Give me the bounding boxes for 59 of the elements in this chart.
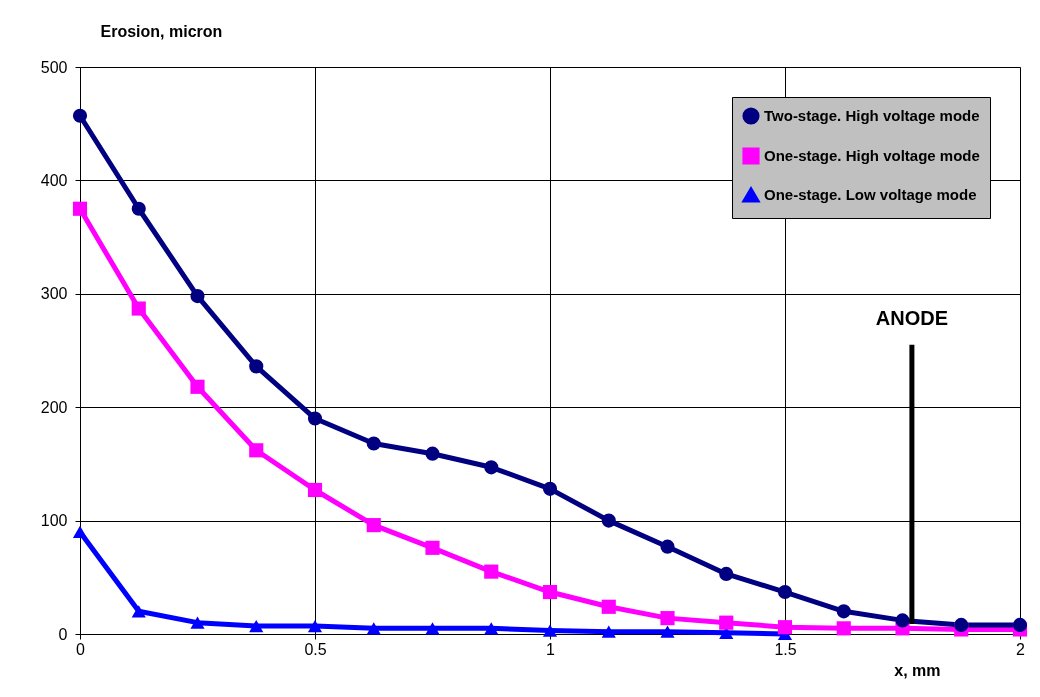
point [660,539,675,554]
y-tick-label: 200 [40,398,68,416]
x-axis-title: x, mm [894,661,941,679]
legend-label: One-stage. High voltage mode [764,147,980,164]
y-tick-label: 400 [40,171,68,189]
point [895,613,910,628]
point [484,622,499,635]
x-tick-label: 1 [546,640,556,658]
y-axis-title: Erosion, micron [100,22,223,40]
point [366,518,381,533]
x-tick-label: 2 [1016,640,1026,658]
point [366,622,381,635]
point [601,599,616,614]
point [366,436,381,451]
point [131,201,146,216]
point [542,481,558,496]
y-tick-label: 100 [40,512,68,530]
point [249,443,264,458]
point [72,525,88,539]
x-tick-label: 1.5 [774,640,797,658]
point [307,482,323,498]
point [601,625,616,638]
point [131,605,146,618]
point [425,622,440,635]
point [542,584,558,600]
point [249,359,264,374]
point [719,566,734,581]
legend-label: Two-stage. High voltage mode [764,107,980,124]
y-tick-label: 500 [40,58,68,76]
point [190,616,205,629]
point [190,289,205,304]
point [307,411,323,426]
point [484,564,499,579]
point [72,108,88,123]
point [425,446,440,461]
y-tick-label: 300 [40,285,68,303]
point [190,379,205,394]
point [836,604,851,619]
ref-line-label: ANODE [875,307,949,330]
point [542,624,558,637]
point [954,617,969,632]
point [425,540,440,555]
point [660,625,675,638]
point [307,619,323,633]
legend-label: One-stage. Low voltage mode [764,186,977,203]
x-tick-label: 0 [76,640,86,658]
point [719,615,734,630]
point [660,611,675,626]
point [484,460,499,475]
point [601,513,616,528]
point [72,201,88,216]
point [131,301,146,316]
point [777,620,793,635]
x-tick-label: 0.5 [304,640,327,658]
point [777,584,793,600]
point [1012,617,1028,632]
point [249,619,264,633]
y-tick-label: 0 [58,625,68,643]
point [836,621,851,636]
